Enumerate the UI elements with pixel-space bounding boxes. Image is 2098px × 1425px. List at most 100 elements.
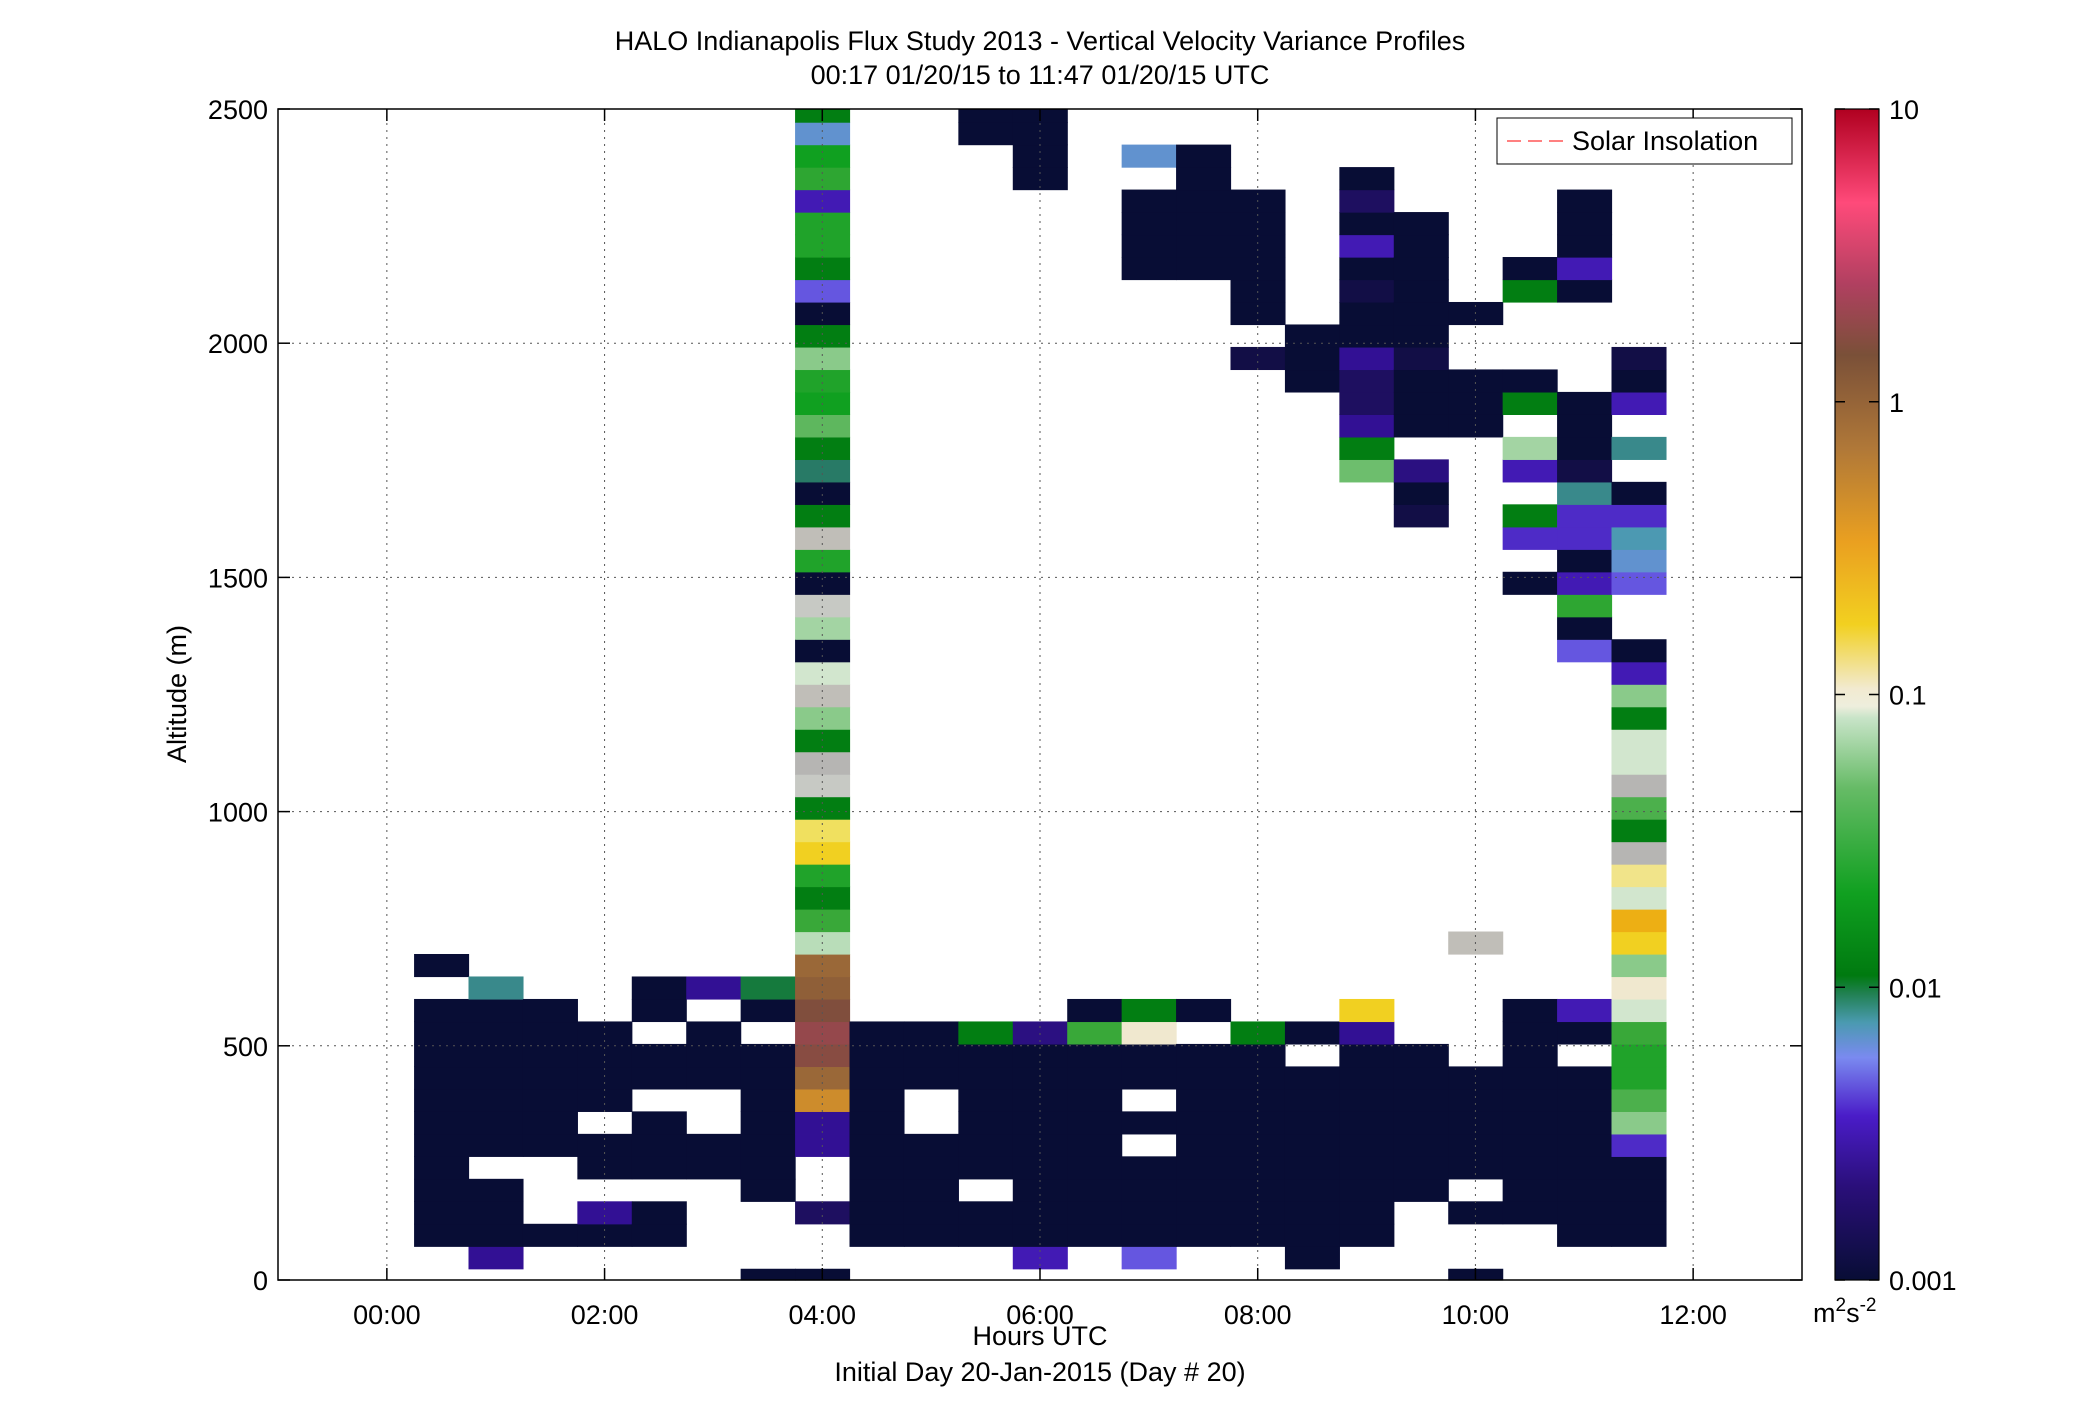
heatmap-cell — [1284, 346, 1340, 371]
heatmap-cell — [1611, 1043, 1667, 1068]
heatmap-cell — [795, 774, 851, 798]
heatmap-cell — [414, 1156, 470, 1180]
heatmap-cell — [631, 1133, 687, 1157]
heatmap-cell — [1557, 571, 1613, 595]
heatmap-cell — [958, 1133, 1014, 1157]
heatmap-cell — [1339, 414, 1395, 438]
heatmap-cell — [1611, 1201, 1667, 1225]
heatmap-cell — [1611, 436, 1667, 460]
heatmap-cell — [1230, 1111, 1286, 1135]
heatmap-cell — [1067, 1021, 1123, 1045]
heatmap-cell — [1611, 1223, 1667, 1247]
heatmap-cell — [1176, 257, 1232, 281]
heatmap-cell — [795, 953, 851, 978]
heatmap-cell — [1448, 1111, 1504, 1135]
heatmap-cell — [414, 1223, 470, 1247]
heatmap-cell — [740, 1088, 796, 1112]
heatmap-cell — [903, 1223, 959, 1247]
heatmap-cell — [577, 1021, 633, 1045]
heatmap-cell — [1230, 234, 1286, 258]
heatmap-cell — [631, 1156, 687, 1180]
heatmap-cell — [1611, 481, 1667, 505]
heatmap-cell — [903, 1156, 959, 1180]
heatmap-cell — [1121, 234, 1177, 258]
heatmap-cell — [958, 122, 1014, 146]
heatmap-cell — [468, 1111, 524, 1135]
heatmap-cell — [1502, 1111, 1558, 1135]
heatmap-cell — [1067, 1066, 1123, 1090]
y-axis-label: Altitude (m) — [162, 625, 192, 763]
heatmap-cell — [1067, 1223, 1123, 1247]
heatmap-cell — [795, 257, 851, 281]
heatmap-cell — [1611, 1111, 1667, 1135]
heatmap-cell — [1611, 504, 1667, 528]
heatmap-cell — [1339, 1111, 1395, 1135]
heatmap-cell — [1611, 1088, 1667, 1112]
heatmap-cell — [1393, 212, 1449, 236]
x-tick-label: 06:00 — [1006, 1300, 1074, 1330]
heatmap-cell — [1393, 301, 1449, 326]
heatmap-cell — [1611, 1066, 1667, 1090]
heatmap-cell — [1502, 436, 1558, 460]
heatmap-cell — [522, 1223, 578, 1247]
heatmap-cell — [795, 1021, 851, 1045]
heatmap-cell — [1557, 998, 1613, 1023]
heatmap-cell — [414, 1133, 470, 1157]
heatmap-cell — [1393, 279, 1449, 303]
heatmap-cell — [1502, 1156, 1558, 1180]
heatmap-cell — [795, 639, 851, 663]
heatmap-cell — [1393, 1111, 1449, 1135]
heatmap-cell — [1176, 1178, 1232, 1202]
heatmap-cell — [1121, 1223, 1177, 1247]
heatmap-cell — [795, 1201, 851, 1225]
heatmap-cell — [740, 1043, 796, 1068]
heatmap-cell — [468, 1088, 524, 1112]
heatmap-cell — [1121, 1178, 1177, 1202]
heatmap-cell — [468, 1178, 524, 1202]
heatmap-cell — [1557, 526, 1613, 550]
heatmap-cell — [1339, 369, 1395, 393]
heatmap-cell — [1121, 998, 1177, 1023]
heatmap-cell — [1339, 1201, 1395, 1225]
heatmap-cell — [1339, 1021, 1395, 1045]
heatmap-cell — [468, 998, 524, 1023]
heatmap-cell — [1067, 1156, 1123, 1180]
colorbar-ticks: 0.001 0.01 0.1 1 10 — [1835, 95, 1957, 1296]
heatmap-cell — [414, 953, 470, 978]
heatmap-cell — [1502, 279, 1558, 303]
heatmap-cell — [1230, 346, 1286, 371]
y-tick-label: 500 — [223, 1032, 268, 1062]
heatmap-cell — [1067, 1133, 1123, 1157]
heatmap-cell — [577, 1066, 633, 1090]
heatmap-cell — [1012, 1178, 1068, 1202]
heatmap-cell — [795, 684, 851, 708]
heatmap-cell — [795, 369, 851, 393]
heatmap-cell — [468, 1223, 524, 1247]
x-tick-label: 04:00 — [788, 1300, 856, 1330]
heatmap-cell — [1502, 1201, 1558, 1225]
chart-subtitle: 00:17 01/20/15 to 11:47 01/20/15 UTC — [811, 60, 1270, 90]
heatmap-cell — [1176, 1201, 1232, 1225]
heatmap-cell — [631, 1066, 687, 1090]
heatmap-cell — [1557, 481, 1613, 505]
heatmap-cell — [1611, 571, 1667, 595]
chart-title: HALO Indianapolis Flux Study 2013 - Vert… — [615, 26, 1465, 56]
heatmap-cell — [686, 1156, 742, 1180]
heatmap-cell — [1557, 459, 1613, 483]
heatmap-cell — [577, 1088, 633, 1112]
heatmap-cell — [631, 1201, 687, 1225]
heatmap-cell — [795, 1088, 851, 1112]
heatmap-cell — [795, 751, 851, 775]
heatmap-cell — [795, 886, 851, 910]
colorbar: 0.001 0.01 0.1 1 10 m2s-2 — [1813, 95, 1957, 1328]
legend-solar-label: Solar Insolation — [1572, 126, 1758, 156]
heatmap-cell — [1067, 1178, 1123, 1202]
heatmap-cell — [1284, 1178, 1340, 1202]
heatmap-cell — [468, 1066, 524, 1090]
heatmap-cell — [1611, 1178, 1667, 1202]
x-tick-label: 00:00 — [353, 1300, 421, 1330]
colorbar-tick-label: 0.01 — [1889, 973, 1942, 1003]
heatmap-cell — [795, 594, 851, 618]
heatmap-cell — [1557, 1223, 1613, 1247]
heatmap-cell — [631, 1223, 687, 1247]
